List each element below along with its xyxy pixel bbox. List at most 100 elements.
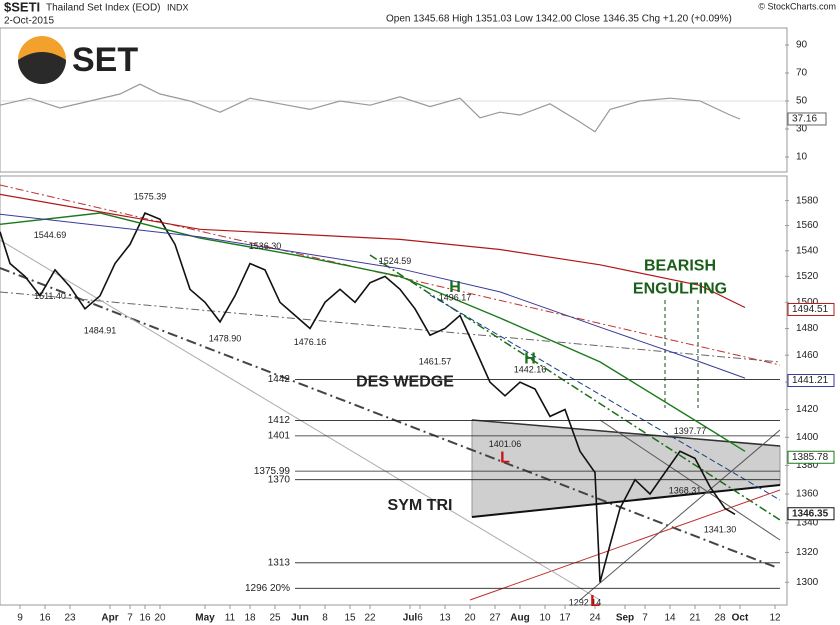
x-tick-label: 22 xyxy=(364,613,376,624)
y-tick-label: 1460 xyxy=(796,350,819,361)
price-label: 1341.30 xyxy=(704,524,737,534)
y-tick-label: 1540 xyxy=(796,245,819,256)
annotation: DES WEDGE xyxy=(356,373,454,390)
x-tick-label: 25 xyxy=(269,613,281,624)
price-label: 1397.77 xyxy=(674,426,707,436)
price-label: 1401.06 xyxy=(489,439,522,449)
x-tick-label: 11 xyxy=(225,613,236,624)
price-label: 1442.16 xyxy=(514,365,547,375)
level-label: 1296 20% xyxy=(245,583,290,594)
x-tick-label: 9 xyxy=(17,613,23,624)
annotation: L xyxy=(500,450,510,467)
price-label: 1511.40 xyxy=(34,291,66,301)
date: 2-Oct-2015 xyxy=(4,16,54,27)
y-tick-label: 1520 xyxy=(796,271,819,282)
price-flag-label: 1441.21 xyxy=(792,375,829,386)
annotation: BEARISH xyxy=(644,257,716,274)
x-tick-label: 10 xyxy=(539,613,551,624)
x-tick-label: Apr xyxy=(101,613,118,624)
y-tick-label: 1380 xyxy=(796,460,819,471)
quote: Open 1345.68 High 1351.03 Low 1342.00 Cl… xyxy=(386,14,732,25)
x-tick-label: 17 xyxy=(559,613,571,624)
annotation: ENGULFING xyxy=(633,281,727,298)
symbol: $SETI xyxy=(4,0,40,14)
price-flag-label: 1494.51 xyxy=(792,304,829,315)
y-tick-label: 1360 xyxy=(796,489,819,500)
x-tick-label: 13 xyxy=(439,613,451,624)
chart-title: Thailand Set Index (EOD) xyxy=(46,3,161,14)
price-line xyxy=(0,213,746,379)
annotation: H xyxy=(524,350,536,367)
x-tick-label: 7 xyxy=(642,613,648,624)
price-label: 1524.59 xyxy=(379,256,412,266)
level-label: 1442 xyxy=(268,374,291,385)
y-tick-label: 1580 xyxy=(796,195,819,206)
price-flag-label: 1346.35 xyxy=(792,508,829,519)
level-label: 1375.99 xyxy=(254,466,291,477)
price-line xyxy=(0,193,746,309)
annotation: H xyxy=(449,279,461,296)
x-tick-label: 12 xyxy=(769,613,781,624)
rsi-tick-label: 30 xyxy=(796,124,808,135)
y-tick-label: 1480 xyxy=(796,323,819,334)
x-tick-label: Jun xyxy=(291,613,309,624)
rsi-line xyxy=(0,83,741,133)
price-label: 1478.90 xyxy=(209,333,242,343)
x-tick-label: 20 xyxy=(464,613,476,624)
price-label: 1496.17 xyxy=(439,293,472,303)
rsi-tick-label: 50 xyxy=(796,96,808,107)
x-tick-label: Oct xyxy=(732,613,749,624)
price-flag xyxy=(787,374,835,388)
price-label: 1476.16 xyxy=(294,337,327,347)
price-label: 1461.57 xyxy=(419,356,452,366)
x-tick-label: Jul xyxy=(403,613,418,624)
rsi-tick-label: 10 xyxy=(796,152,808,163)
x-tick-label: 16 xyxy=(39,613,51,624)
price-flag xyxy=(787,507,835,521)
y-tick-label: 1560 xyxy=(796,220,819,231)
x-tick-label: Sep xyxy=(616,613,634,624)
y-tick-label: 1500 xyxy=(796,297,819,308)
annotation: SYM TRI xyxy=(388,497,453,514)
y-tick-label: 1340 xyxy=(796,518,819,529)
price-line xyxy=(0,212,746,452)
rsi-tick-label: 90 xyxy=(796,40,808,51)
level-label: 1401 xyxy=(268,431,291,442)
level-label: 1370 xyxy=(268,474,291,485)
x-tick-label: 6 xyxy=(417,613,423,624)
y-tick-label: 1300 xyxy=(796,577,819,588)
annotation: L xyxy=(590,593,600,610)
x-tick-label: 21 xyxy=(689,613,701,624)
level-label: 1412 xyxy=(268,415,291,426)
y-tick-label: 1420 xyxy=(796,404,819,415)
y-tick-label: 1320 xyxy=(796,547,819,558)
level-label: 1313 xyxy=(268,557,291,568)
x-tick-label: May xyxy=(195,613,215,624)
price-label: 1368.31 xyxy=(669,485,702,495)
credit: © StockCharts.com xyxy=(758,1,836,11)
set-logo: SET xyxy=(18,36,138,84)
x-tick-label: 15 xyxy=(344,613,356,624)
price-panel xyxy=(0,175,788,606)
exchange: INDX xyxy=(167,2,189,12)
price-flag xyxy=(787,302,835,316)
x-tick-label: Aug xyxy=(510,613,529,624)
price-flag-label: 1385.78 xyxy=(792,452,829,463)
x-tick-label: 27 xyxy=(489,613,501,624)
price-label: 1292.14 xyxy=(569,598,602,608)
x-tick-label: 7 xyxy=(127,613,133,624)
rsi-flag-label: 37.16 xyxy=(792,114,817,125)
x-tick-label: 8 xyxy=(322,613,328,624)
price-line xyxy=(0,211,736,583)
trend-lines xyxy=(0,184,781,601)
price-label: 1544.69 xyxy=(34,230,67,240)
price-label: 1536.30 xyxy=(249,241,282,251)
x-tick-label: 24 xyxy=(589,613,601,624)
x-tick-label: 23 xyxy=(64,613,76,624)
logo-text: SET xyxy=(72,41,138,79)
rsi-tick-label: 70 xyxy=(796,68,808,79)
rsi-flag xyxy=(787,112,827,126)
x-tick-label: 14 xyxy=(664,613,676,624)
x-tick-label: 28 xyxy=(714,613,726,624)
